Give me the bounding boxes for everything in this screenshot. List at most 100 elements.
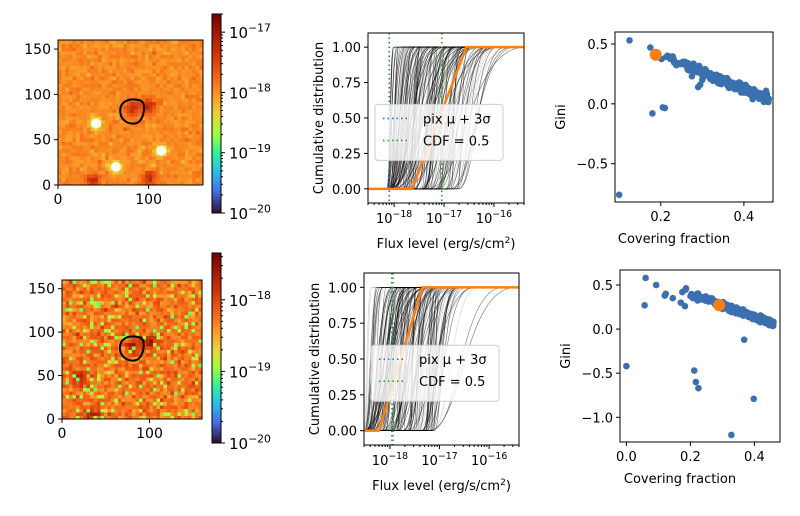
- y-tick-label: 0: [42, 178, 51, 194]
- pixel: [79, 156, 84, 161]
- pixel: [195, 40, 200, 45]
- pixel: [79, 304, 84, 309]
- pixel: [112, 123, 117, 128]
- pixel: [160, 300, 164, 305]
- pixel: [112, 79, 117, 84]
- pixel: [105, 163, 110, 168]
- pixel: [170, 159, 175, 164]
- pixel: [139, 412, 143, 416]
- pixel: [130, 145, 135, 150]
- pixel: [100, 356, 105, 361]
- colorbar-segment: [212, 325, 221, 330]
- pixel: [65, 280, 70, 284]
- pixel: [137, 43, 142, 48]
- pixel: [119, 43, 124, 48]
- colorbar-segment: [212, 303, 221, 308]
- pixel: [90, 177, 95, 182]
- colorbar-segment: [212, 436, 221, 441]
- pixel: [160, 349, 164, 354]
- pixel: [76, 90, 81, 95]
- data-point: [682, 286, 689, 293]
- pixel: [163, 40, 168, 45]
- pixel: [76, 134, 81, 139]
- pixel: [156, 325, 161, 330]
- pixel: [76, 174, 81, 179]
- pixel: [188, 101, 193, 106]
- pixel: [79, 384, 84, 389]
- pixel: [174, 346, 178, 350]
- pixel: [83, 356, 87, 361]
- pixel: [111, 363, 115, 368]
- pixel: [100, 332, 105, 336]
- pixel: [134, 130, 139, 135]
- pixel: [69, 415, 73, 420]
- pixel: [97, 156, 102, 161]
- pixel: [123, 69, 128, 74]
- pixel: [174, 87, 179, 92]
- pixel: [184, 119, 189, 124]
- legend-label: CDF = 0.5: [423, 134, 489, 149]
- pixel: [97, 290, 101, 295]
- pixel: [156, 391, 161, 396]
- pixel: [163, 166, 168, 171]
- pixel: [163, 391, 168, 396]
- pixel: [177, 65, 182, 70]
- pixel: [177, 297, 182, 302]
- pixel: [90, 356, 94, 361]
- pixel: [97, 325, 101, 330]
- pixel: [163, 356, 168, 361]
- pixel: [198, 297, 203, 302]
- pixel: [107, 352, 112, 357]
- pixel: [170, 90, 175, 95]
- pixel: [72, 328, 77, 333]
- pixel: [174, 83, 179, 88]
- pixel: [62, 352, 66, 357]
- pixel: [195, 137, 200, 142]
- pixel: [141, 181, 146, 186]
- pixel: [149, 363, 154, 368]
- pixel: [83, 79, 88, 84]
- pixel: [118, 408, 122, 413]
- pixel: [177, 163, 182, 168]
- pixel: [83, 108, 88, 113]
- pixel: [152, 166, 157, 171]
- pixel: [177, 380, 182, 385]
- pixel: [107, 297, 112, 302]
- y-tick-label: −0.5: [576, 158, 608, 173]
- colorbar-segment: [212, 272, 221, 276]
- pixel: [130, 90, 135, 95]
- pixel: [142, 318, 147, 323]
- pixel: [199, 134, 204, 139]
- pixel: [174, 181, 179, 186]
- pixel: [86, 332, 91, 336]
- pixel: [123, 79, 128, 84]
- pixel: [125, 286, 129, 291]
- pixel: [145, 72, 150, 77]
- pixel: [130, 156, 135, 161]
- pixel: [108, 130, 113, 135]
- pixel: [195, 141, 200, 146]
- pixel: [126, 130, 131, 135]
- pixel: [167, 415, 171, 420]
- colorbar-segment: [212, 268, 221, 273]
- pixel: [86, 380, 91, 385]
- pixel: [114, 332, 119, 336]
- pixel: [132, 314, 136, 319]
- pixel: [191, 293, 196, 298]
- pixel: [142, 321, 147, 326]
- data-point: [688, 72, 696, 80]
- pixel: [148, 94, 153, 99]
- pixel: [119, 127, 124, 132]
- pixel: [79, 321, 84, 326]
- pixel: [61, 47, 66, 52]
- pixel: [159, 101, 164, 106]
- pixel: [107, 339, 112, 343]
- pixel: [199, 108, 204, 113]
- pixel: [184, 152, 189, 157]
- pixel: [137, 116, 142, 121]
- pixel: [167, 377, 171, 382]
- colorbar-frame: [211, 252, 222, 444]
- pixel: [177, 384, 182, 389]
- pixel: [134, 108, 139, 113]
- pixel: [86, 307, 91, 312]
